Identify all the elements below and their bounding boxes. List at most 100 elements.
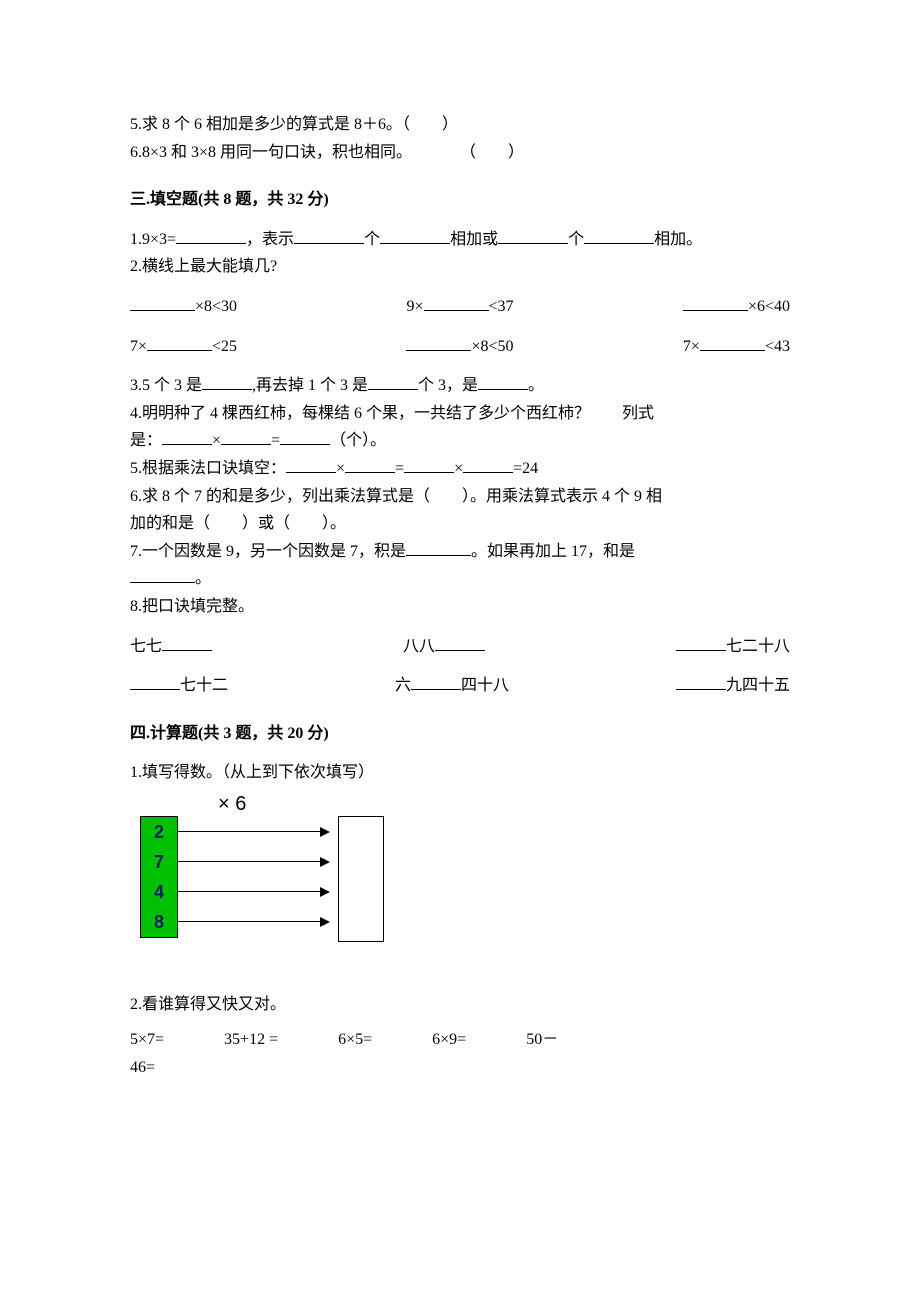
blank[interactable] [368,373,418,390]
s3-q2-title: 2.横线上最大能填几? [130,254,790,280]
blank[interactable] [130,673,180,690]
arrow-icon [178,921,328,922]
calc-item: 6×5= [338,1027,372,1053]
input-box: 2 7 4 8 [140,816,178,938]
blank[interactable] [584,227,654,244]
operator-label: × 6 [218,788,246,820]
text: 个 3，是 [418,377,478,394]
blank[interactable] [221,428,271,445]
tf-q6: 6.8×3 和 3×8 用同一句口诀，积也相同。 （ ） [130,140,790,166]
blank[interactable] [286,456,336,473]
text: （个）。 [330,432,386,449]
text: 。如果再加上 17，和是 [471,543,635,560]
blank[interactable] [478,373,528,390]
blank[interactable] [406,539,471,556]
calc-item: 5×7= [130,1027,164,1053]
text: 。 [195,570,211,587]
arrows: × 6 [178,816,338,940]
arrow-icon [178,891,328,892]
blank[interactable] [463,456,513,473]
text: 七七 [130,638,162,655]
s3-q1-f: 相加。 [654,231,702,248]
s3-q2-row2: 7× <25 ×8<50 7× <43 [130,334,790,360]
blank[interactable] [424,294,489,311]
worksheet-page: 5.求 8 个 6 相加是多少的算式是 8＋6。（ ） 6.8×3 和 3×8 … [0,0,920,1302]
text: 7.一个因数是 9，另一个因数是 7，积是 [130,543,406,560]
text: 七二十八 [726,638,790,655]
text: <43 [765,338,790,355]
blank[interactable] [130,566,195,583]
text: ,再去掉 1 个 3 是 [252,377,368,394]
blank[interactable] [280,428,330,445]
text: ×8<50 [471,338,513,355]
s3-q1-a: 1.9×3= [130,231,176,248]
blank[interactable] [162,634,212,651]
s3-q7-l1: 7.一个因数是 9，另一个因数是 7，积是 。如果再加上 17，和是 [130,539,790,565]
arrow-icon [178,861,328,862]
text: ×8<30 [195,298,237,315]
s3-q3: 3.5 个 3 是 ,再去掉 1 个 3 是 个 3，是 。 [130,373,790,399]
text: 九四十五 [726,677,790,694]
blank[interactable] [345,456,395,473]
blank[interactable] [380,227,450,244]
s3-q8-title: 8.把口诀填完整。 [130,594,790,620]
calc-item: 35+12 = [224,1027,278,1053]
text: 。 [528,377,544,394]
s4-q2-title: 2.看谁算得又快又对。 [130,992,790,1018]
s3-q6-l1: 6.求 8 个 7 的和是多少，列出乘法算式是（ ）。用乘法算式表示 4 个 9… [130,484,790,510]
text: 四十八 [461,677,509,694]
text: <37 [489,298,514,315]
result-box[interactable] [338,816,384,942]
blank[interactable] [700,334,765,351]
blank[interactable] [683,294,748,311]
blank[interactable] [147,334,212,351]
text: 7× [683,338,700,355]
blank[interactable] [404,456,454,473]
s3-q8-row1: 七七 八八 七二十八 [130,634,790,660]
s4-q2-line2: 46= [130,1055,790,1081]
s3-q6-l2: 加的和是（ ）或（ ）。 [130,511,790,537]
blank[interactable] [294,227,364,244]
s3-q1-c: 个 [364,231,380,248]
s3-q2-row1: ×8<30 9× <37 ×6<40 [130,294,790,320]
section4-heading: 四.计算题(共 3 题，共 20 分) [130,721,790,747]
text: 是： [130,432,162,449]
blank[interactable] [676,673,726,690]
blank[interactable] [406,334,471,351]
text: 5.根据乘法口诀填空： [130,460,286,477]
blank[interactable] [498,227,568,244]
s3-q4-l2: 是：×=（个）。 [130,428,790,454]
s4-q2-row: 5×7= 35+12 = 6×5= 6×9= 50－ [130,1027,790,1053]
text: 3.5 个 3 是 [130,377,202,394]
arrow-icon [178,831,328,832]
blank[interactable] [202,373,252,390]
text: 七十二 [180,677,228,694]
blank[interactable] [162,428,212,445]
text: = [395,460,404,477]
blank[interactable] [435,634,485,651]
text: 7× [130,338,147,355]
text: 八八 [403,638,435,655]
text: × [336,460,345,477]
tf-q5: 5.求 8 个 6 相加是多少的算式是 8＋6。（ ） [130,112,790,138]
s3-q5: 5.根据乘法口诀填空： × = × =24 [130,456,790,482]
input-cell: 8 [141,907,177,937]
calc-item: 50－ [526,1027,558,1053]
text: 9× [406,298,423,315]
blank[interactable] [411,673,461,690]
text: <25 [212,338,237,355]
input-cell: 2 [141,817,177,847]
s3-q7-l2: 。 [130,566,790,592]
text: =24 [513,460,538,477]
blank[interactable] [130,294,195,311]
text: × [454,460,463,477]
section3-heading: 三.填空题(共 8 题，共 32 分) [130,187,790,213]
text: ×6<40 [748,298,790,315]
multiply-diagram: 2 7 4 8 × 6 [140,816,790,942]
calc-item: 6×9= [432,1027,466,1053]
s3-q1-b: ，表示 [246,231,294,248]
blank[interactable] [676,634,726,651]
s4-q1: 1.填写得数。（从上到下依次填写） [130,760,790,786]
blank[interactable] [176,227,246,244]
input-cell: 4 [141,877,177,907]
